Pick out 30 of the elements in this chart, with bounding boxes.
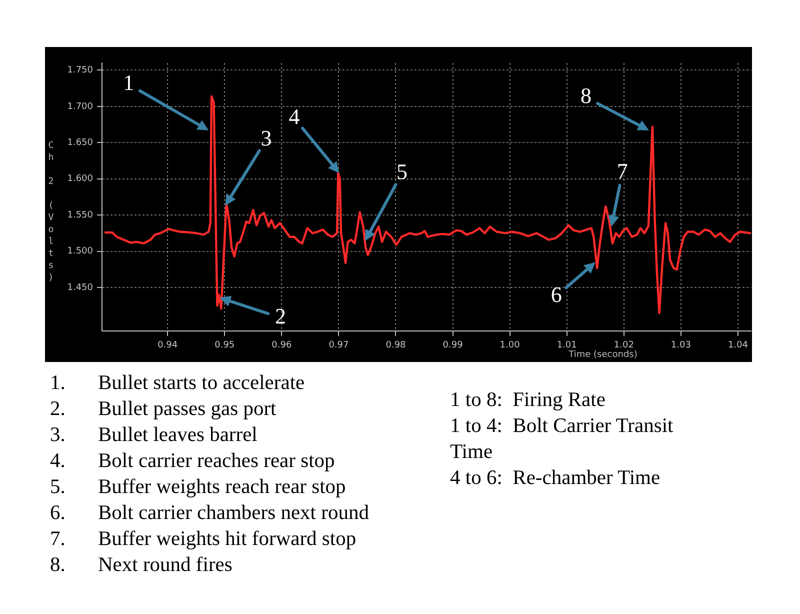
text: 1. Bullet starts to accelerate 2. Bullet passes gas port 3. Bullet leaves barrel 4. Bolt carrier reaches rear stop 5. Buffer weights reach rear stop 6. Bolt carrier chambers next round 7. Buffer weights hit forward stop 8. Next round fires — [50, 371, 370, 578]
x-tick-label: 0.95 — [214, 340, 235, 351]
annotation: 4 — [288, 104, 300, 129]
y-tick-label: 1.650 — [67, 138, 94, 148]
x-tick-label: 0.94 — [158, 340, 178, 351]
x-tick-label: 1.02 — [614, 340, 634, 351]
y-tick-label: 1.750 — [67, 66, 94, 76]
annotation: 3 — [260, 125, 272, 150]
y-tick-label: 1.550 — [67, 210, 94, 220]
annotation: 8 — [580, 83, 592, 108]
annotation: 6 — [550, 282, 562, 307]
annotation: 2 — [275, 303, 286, 328]
x-tick-label: 0.99 — [442, 340, 464, 351]
x-tick-label: 1.03 — [670, 340, 691, 351]
y-tick-label: 1.700 — [67, 102, 94, 112]
x-tick-label: 0.98 — [386, 340, 406, 351]
annotation: 7 — [616, 158, 628, 184]
x-tick-label: 0.97 — [328, 340, 349, 351]
text: 1 to 8: Firing Rate 1 to 4: Bolt Carrier Transit Time 4 to 6: Re-chamber Time — [450, 388, 674, 491]
y-tick-label: 1.500 — [67, 246, 94, 257]
y-tick-label: 1.450 — [67, 282, 94, 293]
y-axis-title: Ch 2 (Volts) — [46, 141, 56, 285]
x-tick-label: 1.00 — [500, 340, 520, 351]
x-tick-label: 0.96 — [272, 340, 292, 351]
annotation: 1 — [123, 70, 134, 96]
y-tick-label: 1.600 — [67, 174, 94, 184]
x-tick-label: 1.04 — [728, 340, 748, 351]
x-axis-title: Time (seconds) — [568, 350, 638, 360]
x-tick-label: 1.01 — [556, 340, 577, 351]
annotation: 5 — [396, 158, 408, 184]
